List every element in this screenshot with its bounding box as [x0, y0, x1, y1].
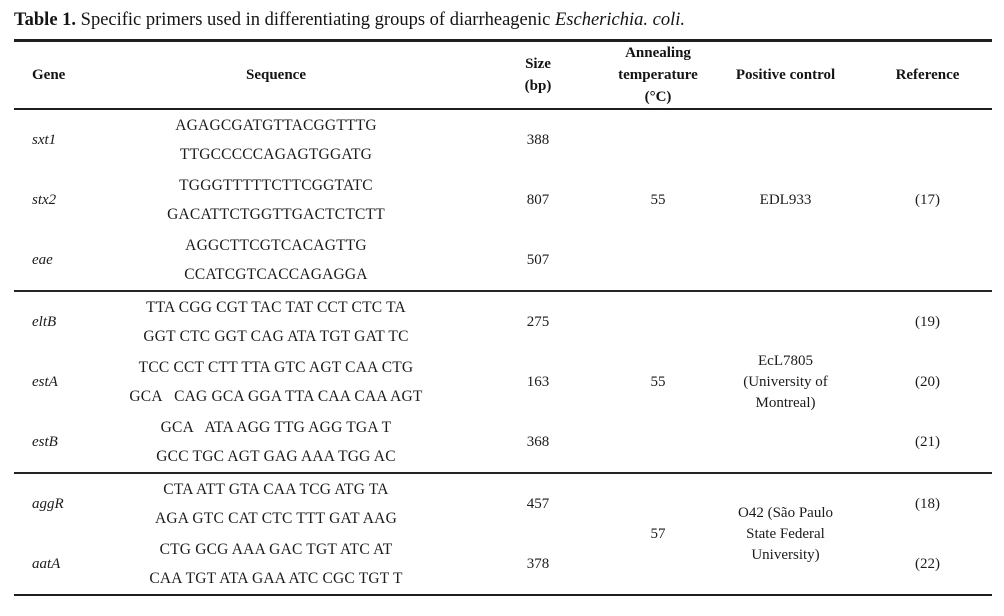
primer-sequence: TTA CGG CGT TAC TAT CCT CTC TA GGT CTC G… [143, 299, 409, 345]
size-bp: 275 [526, 313, 550, 330]
table-row: estB GCA ATA AGG TTG AGG TGA T GCC TGC A… [14, 412, 992, 474]
size-bp: 507 [468, 230, 608, 292]
table-sheet: Table 1. Specific primers used in differ… [14, 0, 992, 596]
header-gene: Gene [14, 40, 84, 110]
reference: (21) [863, 412, 992, 474]
table-row: eltB TTA CGG CGT TAC TAT CCT CTC TA GGT … [14, 291, 992, 474]
size-bp: 457 [526, 495, 550, 512]
primer-sequence: GCA ATA AGG TTG AGG TGA T GCC TGC AGT GA… [84, 412, 468, 474]
gene-name: estB [14, 412, 84, 474]
table-row: stx2 TGGGTTTTTCTTCGGTATC GACATTCTGGTTGAC… [14, 170, 992, 230]
primer-sequence: AGAGCGATGTTACGGTTTG TTGCCCCCAGAGTGGATG [175, 117, 377, 163]
positive-control: O42 (São Paulo State Federal University) [708, 473, 863, 596]
reference: (22) [863, 534, 992, 596]
gene-name: aatA [14, 534, 84, 596]
table-row: aggR CTA ATT GTA CAA TCG ATG TA AGA GTC … [14, 473, 992, 596]
table-row: sxt1 AGAGCGATGTTACGGTTTG TTGCCCCCAGAGTGG… [14, 109, 992, 292]
size-bp: 163 [526, 373, 550, 390]
table-caption-label: Table 1. [14, 10, 77, 30]
positive-control: EcL7805 (University of Montreal) [708, 291, 863, 474]
primer-sequence: AGGCTTCGTCACAGTTG CCATCGTCACCAGAGGA [84, 230, 468, 292]
reference: (19) [915, 313, 940, 330]
primer-sequence: TGGGTTTTTCTTCGGTATC GACATTCTGGTTGACTCTCT… [167, 177, 385, 223]
primer-sequence: CTG GCG AAA GAC TGT ATC AT CAA TGT ATA G… [84, 534, 468, 596]
reference: (17) [863, 109, 992, 292]
primer-sequence: CTA ATT GTA CAA TCG ATG TA AGA GTC CAT C… [155, 481, 397, 527]
header-sequence: Sequence [84, 40, 468, 110]
gene-name: eltB [32, 313, 57, 330]
table-caption-species: Escherichia. coli. [555, 10, 685, 30]
size-bp: 807 [526, 191, 550, 208]
table-caption: Table 1. Specific primers used in differ… [14, 0, 992, 39]
table-row: aatA CTG GCG AAA GAC TGT ATC AT CAA TGT … [14, 534, 992, 596]
primer-sequence: TCC CCT CTT TTA GTC AGT CAA CTG GCA CAG … [129, 359, 423, 405]
reference: (20) [915, 373, 940, 390]
gene-name: sxt1 [32, 131, 57, 148]
annealing-temperature: 57 [608, 473, 708, 596]
annealing-temperature: 55 [608, 109, 708, 292]
header-reference: Reference [863, 40, 992, 110]
size-bp: 368 [468, 412, 608, 474]
table-row: estA TCC CCT CTT TTA GTC AGT CAA CTG GCA… [14, 352, 992, 412]
header-positive-control: Positive control [708, 40, 863, 110]
annealing-temperature: 55 [608, 291, 708, 474]
table-caption-text: Specific primers used in differentiating… [80, 10, 551, 30]
table-header-row: Gene Sequence Size (bp) Annealing temper… [14, 40, 992, 110]
positive-control: EDL933 [708, 109, 863, 292]
size-bp: 378 [468, 534, 608, 596]
reference: (18) [915, 495, 940, 512]
gene-name: eae [14, 230, 84, 292]
header-size: Size (bp) [468, 40, 608, 110]
gene-name: stx2 [32, 191, 57, 208]
size-bp: 388 [526, 131, 550, 148]
table-row: eae AGGCTTCGTCACAGTTG CCATCGTCACCAGAGGA … [14, 230, 992, 292]
gene-name: aggR [32, 495, 64, 512]
primers-table: Gene Sequence Size (bp) Annealing temper… [14, 39, 992, 596]
header-annealing-temperature: Annealing temperature (°C) [608, 40, 708, 110]
gene-name: estA [32, 373, 58, 390]
